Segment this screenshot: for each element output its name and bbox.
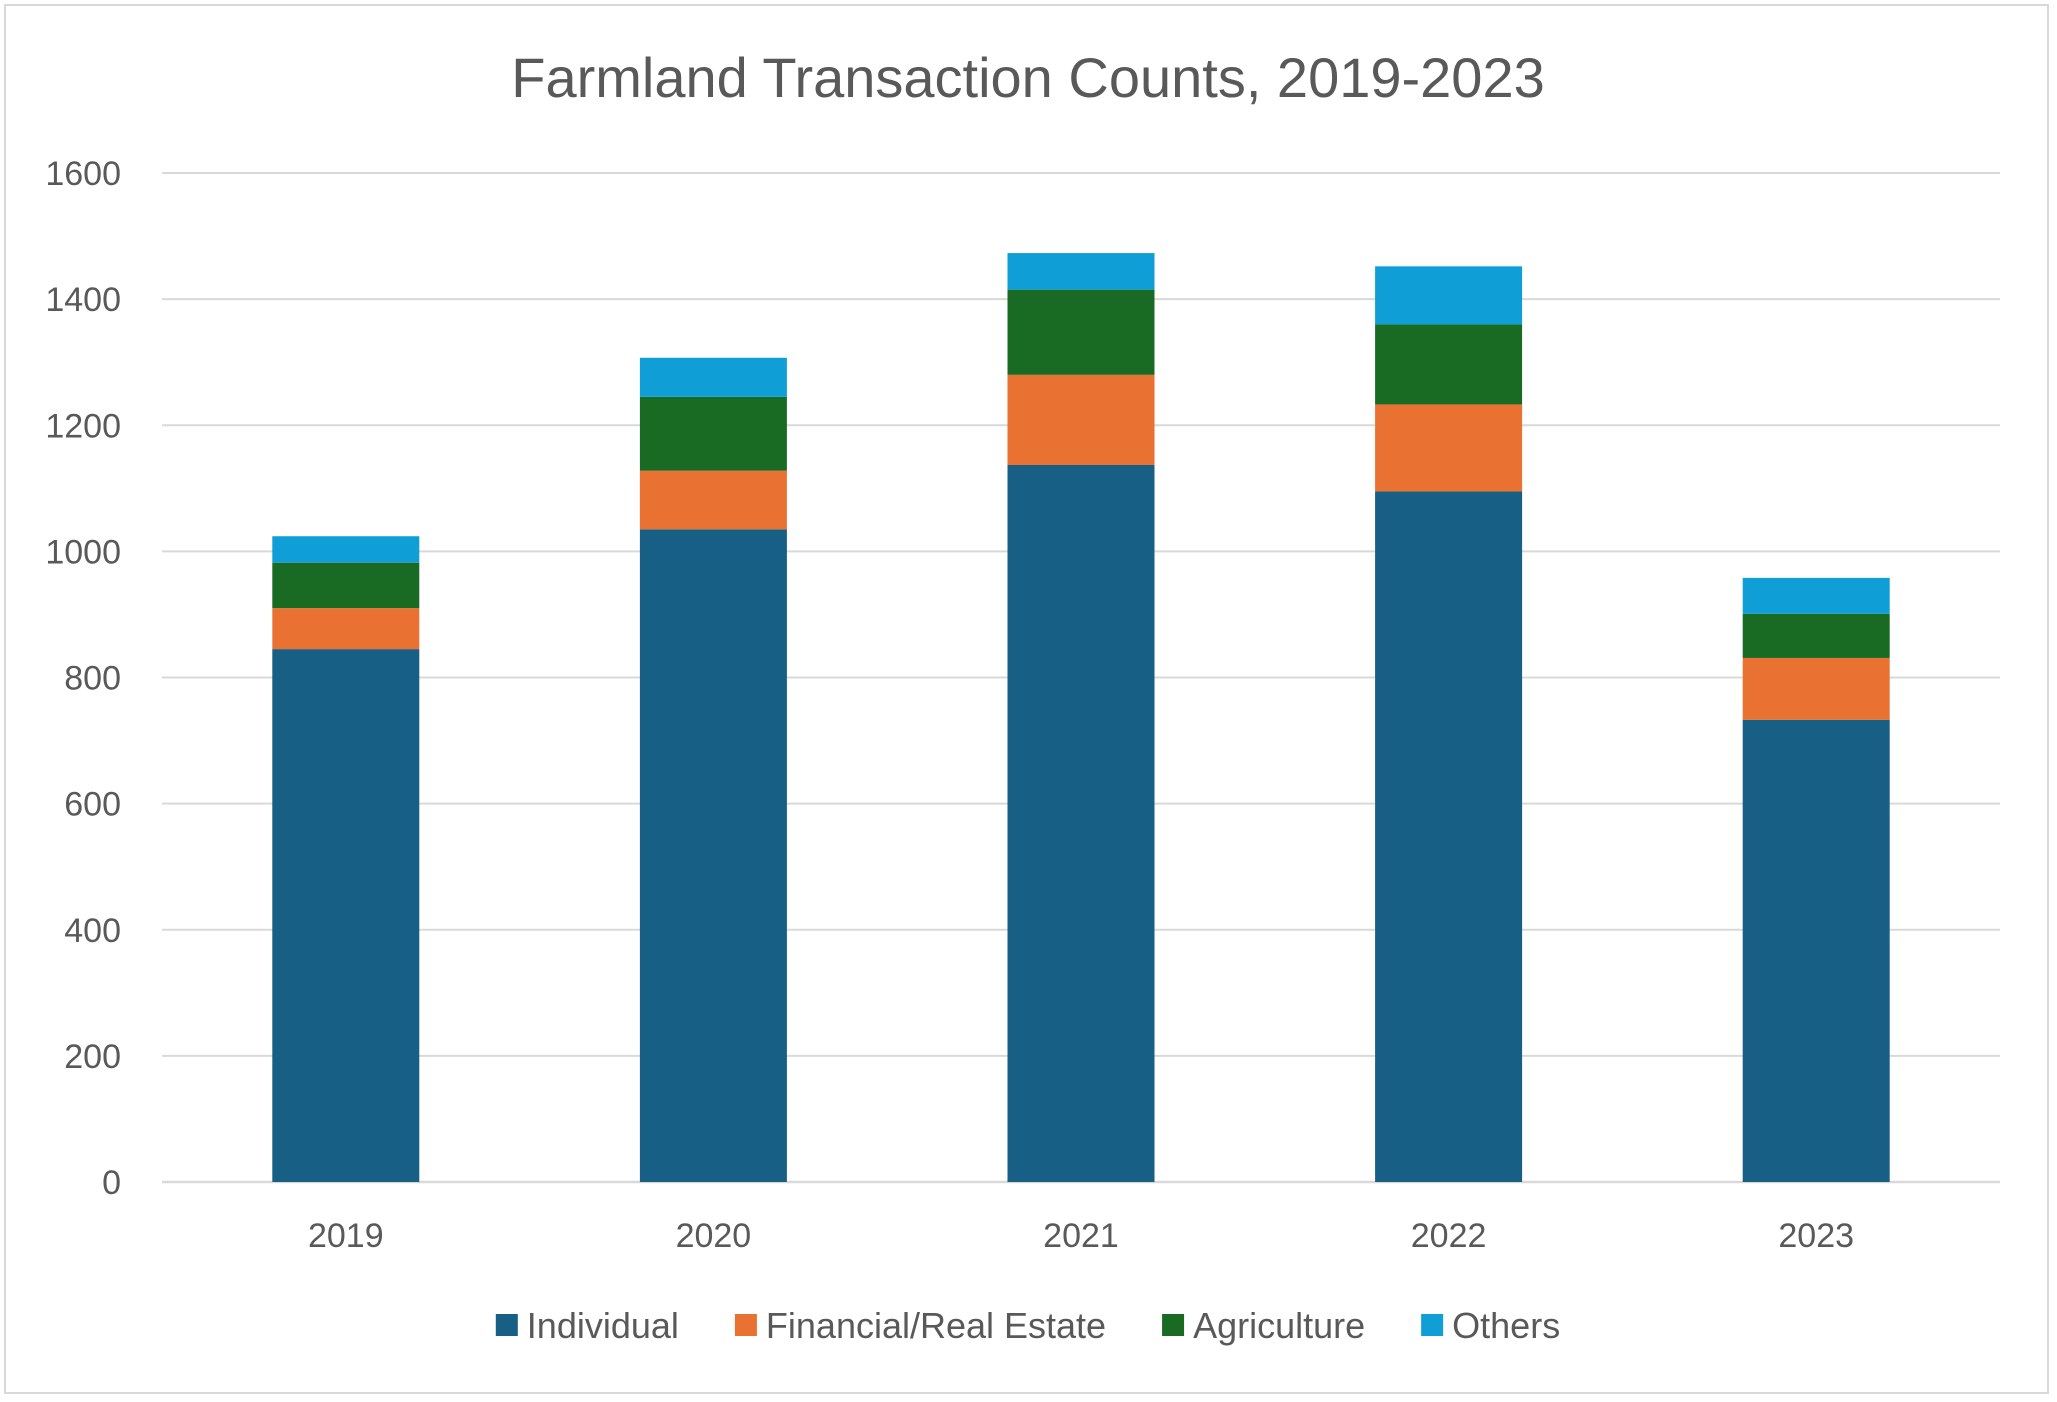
x-tick-label: 2020 xyxy=(676,1217,752,1255)
bar-segment-agriculture-2023 xyxy=(1742,613,1890,658)
bar-segment-individual-2021 xyxy=(1007,464,1155,1182)
y-tick-label: 1000 xyxy=(45,533,121,571)
bar-segment-agriculture-2019 xyxy=(272,562,420,609)
y-tick-label: 1200 xyxy=(45,407,121,445)
bar-segment-financial-real-estate-2023 xyxy=(1742,657,1890,720)
y-tick-label: 800 xyxy=(64,660,121,698)
bar-segment-individual-2023 xyxy=(1742,719,1890,1182)
bar-segment-others-2021 xyxy=(1007,253,1155,290)
x-axis-ticks: 2019 2020 2021 2022 2023 xyxy=(308,1217,1854,1255)
bar-segment-agriculture-2020 xyxy=(639,396,787,471)
chart-title: Farmland Transaction Counts, 2019-2023 xyxy=(511,46,1544,109)
bar-segment-individual-2019 xyxy=(272,649,420,1182)
x-tick-label: 2019 xyxy=(308,1217,384,1255)
bar-segment-financial-real-estate-2020 xyxy=(639,470,787,530)
y-tick-label: 0 xyxy=(102,1164,121,1202)
y-axis-ticks: 0 200 400 600 800 1000 1200 1400 1600 xyxy=(45,155,121,1202)
x-tick-label: 2023 xyxy=(1778,1217,1854,1255)
legend: Individual Financial/Real Estate Agricultu… xyxy=(495,1305,1560,1346)
legend-swatch-individual xyxy=(495,1314,518,1336)
legend-swatch-others xyxy=(1421,1314,1444,1336)
bar-segment-others-2022 xyxy=(1375,266,1523,325)
bars xyxy=(272,253,1890,1182)
bar-segment-individual-2022 xyxy=(1375,491,1523,1182)
legend-label: Others xyxy=(1452,1305,1560,1346)
x-tick-label: 2022 xyxy=(1411,1217,1487,1255)
bar-segment-financial-real-estate-2022 xyxy=(1375,404,1523,492)
x-tick-label: 2021 xyxy=(1043,1217,1119,1255)
y-tick-label: 1600 xyxy=(45,155,121,193)
bar-segment-financial-real-estate-2021 xyxy=(1007,374,1155,465)
legend-swatch-agriculture xyxy=(1162,1314,1185,1336)
bar-segment-agriculture-2021 xyxy=(1007,289,1155,375)
y-tick-label: 1400 xyxy=(45,281,121,319)
bar-segment-individual-2020 xyxy=(639,529,787,1182)
legend-label: Individual xyxy=(527,1305,679,1346)
legend-label: Financial/Real Estate xyxy=(766,1305,1106,1346)
legend-swatch-financial-real-estate xyxy=(734,1314,757,1336)
y-tick-label: 400 xyxy=(64,912,121,950)
bar-segment-others-2020 xyxy=(639,357,787,397)
legend-label: Agriculture xyxy=(1193,1305,1365,1346)
y-tick-label: 200 xyxy=(64,1038,121,1076)
bar-segment-others-2023 xyxy=(1742,577,1890,614)
y-tick-label: 600 xyxy=(64,786,121,824)
bar-segment-financial-real-estate-2019 xyxy=(272,608,420,650)
bar-segment-agriculture-2022 xyxy=(1375,324,1523,405)
bar-segment-others-2019 xyxy=(272,536,420,563)
